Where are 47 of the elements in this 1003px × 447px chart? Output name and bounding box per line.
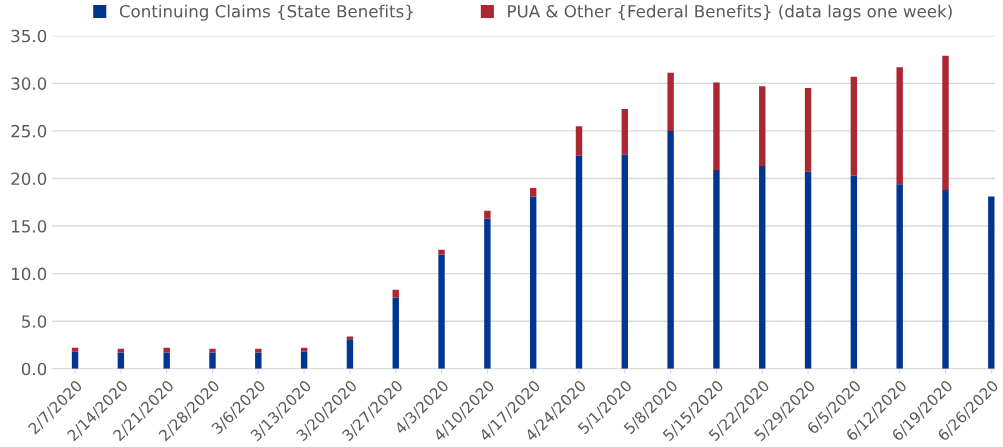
bar <box>255 352 262 369</box>
bar <box>713 82 720 170</box>
y-tick-label: 5.0 <box>22 315 47 328</box>
bar <box>621 154 629 369</box>
bar <box>117 348 125 353</box>
bar <box>438 254 445 369</box>
bar <box>255 348 262 353</box>
bar <box>529 188 537 197</box>
y-tick-label: 10.0 <box>12 267 47 281</box>
bar <box>942 55 949 190</box>
bar <box>346 336 354 340</box>
bar <box>575 126 583 156</box>
bar <box>300 347 308 352</box>
y-tick-label: 30.0 <box>11 77 47 90</box>
bar <box>988 196 995 369</box>
y-tick-label: 20.0 <box>11 172 47 186</box>
bar <box>529 196 537 369</box>
bar <box>392 297 399 369</box>
y-tick-label: 15.0 <box>12 220 47 233</box>
bar <box>209 348 216 353</box>
bar <box>759 166 766 369</box>
legend-label: Continuing Claims {State Benefits} <box>119 4 413 21</box>
bar <box>759 86 766 167</box>
bar <box>804 88 812 172</box>
bar <box>942 189 949 369</box>
bar <box>163 352 170 369</box>
bar <box>163 347 170 353</box>
bar <box>667 72 674 131</box>
bar <box>209 352 216 369</box>
bar <box>667 130 674 369</box>
bar <box>896 67 903 185</box>
y-tick-label: 0.0 <box>21 362 47 376</box>
bar <box>850 76 858 176</box>
bar <box>713 169 720 369</box>
bar <box>621 109 629 155</box>
y-tick-label: 25.0 <box>11 124 47 138</box>
y-tick-label: 35.0 <box>11 29 47 43</box>
bar <box>850 175 858 369</box>
bar <box>804 171 812 369</box>
bar <box>438 249 445 255</box>
legend-label: PUA & Other {Federal Benefits} (data lags one week) <box>508 4 952 21</box>
bar <box>896 184 903 369</box>
bar <box>71 347 79 352</box>
bar <box>484 210 491 219</box>
bar <box>346 339 354 369</box>
bar <box>575 155 583 369</box>
bar <box>484 218 491 369</box>
